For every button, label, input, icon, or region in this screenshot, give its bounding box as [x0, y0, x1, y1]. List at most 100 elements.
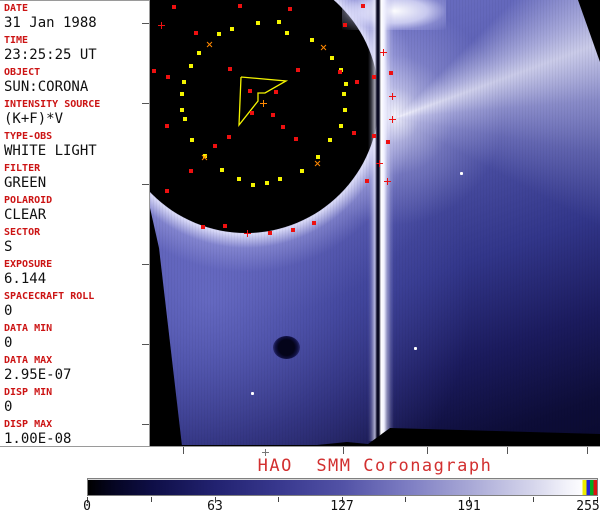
red-plus-marker [384, 178, 391, 185]
frame-plus-mark [262, 449, 269, 456]
field-value-disp-max: 1.00E-08 [4, 431, 72, 447]
frame-tick-bottom [343, 447, 344, 454]
frame-tick-bottom [427, 447, 428, 454]
field-value-disp-min: 0 [4, 399, 13, 415]
yellow-fiducial-dot [330, 56, 334, 60]
red-fiducial-dot [312, 221, 316, 225]
field-label-type-obs: TYPE-OBS [4, 131, 53, 142]
field-value-type-obs: WHITE LIGHT [4, 143, 97, 159]
red-fiducial-dot [194, 31, 198, 35]
field-value-object: SUN:CORONA [4, 79, 89, 95]
star-speck [251, 392, 254, 395]
metadata-field-type-obs: TYPE-OBS WHITE LIGHT [4, 131, 148, 159]
red-fiducial-dot [288, 7, 292, 11]
field-value-polaroid: CLEAR [4, 207, 47, 223]
red-fiducial-dot [248, 89, 252, 93]
metadata-field-intensity-source: INTENSITY SOURCE (K+F)*V [4, 99, 148, 127]
frame-tick-bottom [587, 447, 588, 454]
colorbar-tick-label: 63 [207, 499, 223, 514]
dust-spot [273, 336, 300, 359]
colorbar-tick-label: 0 [83, 499, 91, 514]
red-fiducial-dot [365, 179, 369, 183]
frame-tick-left [142, 344, 149, 345]
field-label-sector: SECTOR [4, 227, 41, 238]
red-fiducial-dot [296, 68, 300, 72]
sector-polygon-outline [238, 76, 289, 127]
coronagraph-image [150, 0, 600, 446]
colorbar-minor-tick [151, 497, 152, 502]
red-fiducial-dot [189, 169, 193, 173]
yellow-fiducial-dot [316, 155, 320, 159]
metadata-field-spacecraft-roll: SPACECRAFT ROLL 0 [4, 291, 148, 319]
yellow-fiducial-dot [344, 82, 348, 86]
field-label-polaroid: POLAROID [4, 195, 53, 206]
red-fiducial-dot [268, 231, 272, 235]
field-value-data-min: 0 [4, 335, 13, 351]
yellow-fiducial-dot [278, 177, 282, 181]
red-fiducial-dot [228, 67, 232, 71]
red-fiducial-dot [372, 134, 376, 138]
colorbar-major-tick [597, 497, 598, 503]
sun-center-marker [260, 100, 267, 107]
frame-tick-left [142, 103, 149, 104]
red-fiducial-dot [352, 131, 356, 135]
metadata-field-polaroid: POLAROID CLEAR [4, 195, 148, 223]
metadata-field-exposure: EXPOSURE 6.144 [4, 259, 148, 287]
yellow-fiducial-dot [265, 181, 269, 185]
field-value-sector: S [4, 239, 13, 255]
colorbar-minor-tick [405, 497, 406, 502]
red-fiducial-dot [250, 111, 254, 115]
metadata-panel: DATE 31 Jan 1988 TIME 23:25:25 UT OBJECT SUN:… [0, 1, 148, 447]
field-label-object: OBJECT [4, 67, 41, 78]
red-plus-marker [389, 93, 396, 100]
metadata-field-disp-max: DISP MAX 1.00E-08 [4, 419, 148, 447]
frame-tick-bottom [507, 447, 508, 454]
field-label-date: DATE [4, 3, 29, 14]
red-fiducial-dot [165, 189, 169, 193]
red-fiducial-dot [238, 4, 242, 8]
field-value-exposure: 6.144 [4, 271, 47, 287]
red-plus-marker [376, 160, 383, 167]
image-title: HAO SMM Coronagraph [257, 456, 493, 476]
colorbar-major-tick [87, 497, 88, 503]
yellow-fiducial-dot [182, 80, 186, 84]
yellow-fiducial-dot [230, 27, 234, 31]
colorbar-tick-label: 255 [576, 499, 600, 514]
frame-tick-left [142, 184, 149, 185]
field-label-disp-min: DISP MIN [4, 387, 53, 398]
field-label-data-max: DATA MAX [4, 355, 53, 366]
colorbar-minor-tick [278, 497, 279, 502]
red-fiducial-dot [281, 125, 285, 129]
yellow-fiducial-dot [180, 108, 184, 112]
yellow-fiducial-dot [190, 138, 194, 142]
red-fiducial-dot [291, 228, 295, 232]
red-fiducial-dot [294, 137, 298, 141]
red-fiducial-dot [389, 71, 393, 75]
yellow-fiducial-dot [197, 51, 201, 55]
metadata-field-object: OBJECT SUN:CORONA [4, 67, 148, 95]
frame-tick-left [142, 23, 149, 24]
red-fiducial-dot [213, 144, 217, 148]
field-label-time: TIME [4, 35, 29, 46]
yellow-fiducial-dot [343, 108, 347, 112]
field-value-spacecraft-roll: 0 [4, 303, 13, 319]
field-label-spacecraft-roll: SPACECRAFT ROLL [4, 291, 95, 302]
frame-tick-bottom [183, 447, 184, 454]
colorbar-major-tick [215, 497, 216, 503]
red-fiducial-dot [166, 75, 170, 79]
colorbar-major-tick [342, 497, 343, 503]
red-plus-marker [158, 22, 165, 29]
yellow-fiducial-dot [189, 64, 193, 68]
metadata-field-date: DATE 31 Jan 1988 [4, 3, 148, 31]
red-fiducial-dot [343, 23, 347, 27]
star-speck [414, 347, 417, 350]
field-label-data-min: DATA MIN [4, 323, 53, 334]
star-speck [460, 172, 463, 175]
panel-divider [149, 0, 150, 446]
field-label-filter: FILTER [4, 163, 41, 174]
frame-tick-left [142, 424, 149, 425]
colorbar-major-tick [469, 497, 470, 503]
red-plus-marker [389, 116, 396, 123]
yellow-fiducial-dot [256, 21, 260, 25]
metadata-field-disp-min: DISP MIN 0 [4, 387, 148, 415]
